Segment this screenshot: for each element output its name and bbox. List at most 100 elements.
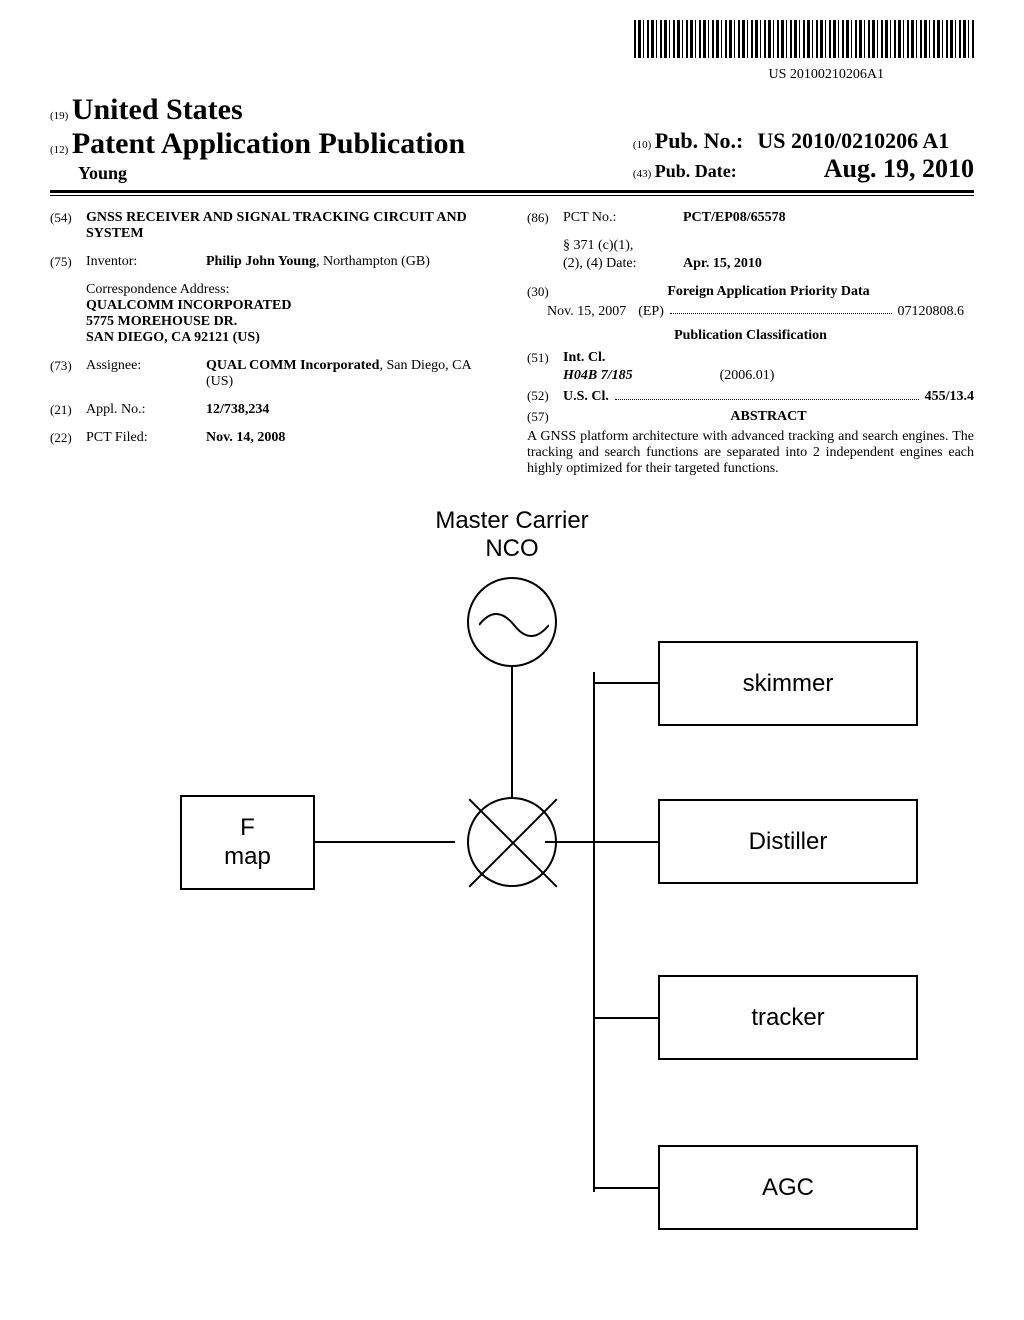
code-30: (30) <box>527 284 563 300</box>
int-cl-label: Int. Cl. <box>563 350 605 366</box>
connector-line <box>593 682 658 684</box>
code-54: (54) <box>50 210 86 226</box>
pub-class-head: Publication Classification <box>527 328 974 344</box>
connector-line <box>593 841 658 843</box>
appl-row: (21) Appl. No.: 12/738,234 <box>50 402 497 418</box>
nco-oscillator-icon <box>467 577 557 667</box>
inventor-location: , Northampton (GB) <box>316 254 430 269</box>
correspondence-block: Correspondence Address: QUALCOMM INCORPO… <box>86 282 497 346</box>
correspondence-label: Correspondence Address: <box>86 282 497 298</box>
inventor-row: (75) Inventor: Philip John Young, Northa… <box>50 254 497 270</box>
code-12: (12) <box>50 144 68 156</box>
agc-box: AGC <box>658 1145 918 1230</box>
inventor-name: Philip John Young <box>206 254 316 269</box>
int-cl-date: (2006.01) <box>720 368 775 383</box>
rule-thick <box>50 190 974 193</box>
barcode-graphic <box>634 20 974 58</box>
invention-title: GNSS RECEIVER AND SIGNAL TRACKING CIRCUI… <box>86 210 497 242</box>
code-19: (19) <box>50 110 68 122</box>
us-cl-label: U.S. Cl. <box>563 389 609 405</box>
assignee-value: QUAL COMM Incorporated, San Diego, CA (U… <box>206 358 497 390</box>
abstract-head: ABSTRACT <box>563 409 974 425</box>
code-10: (10) <box>633 139 651 151</box>
code-52: (52) <box>527 388 563 404</box>
diagram: Master Carrier NCO F map skimmer Distill… <box>50 507 974 1267</box>
pct-no-row: (86) PCT No.: PCT/EP08/65578 <box>527 210 974 226</box>
priority-date: Nov. 15, 2007 <box>547 304 626 320</box>
code-51: (51) <box>527 350 563 366</box>
code-75: (75) <box>50 254 86 270</box>
fmap-label-2: map <box>224 843 271 872</box>
correspondence-line-1: QUALCOMM INCORPORATED <box>86 298 497 314</box>
sine-wave-icon <box>479 613 549 637</box>
mixer-icon <box>467 797 557 887</box>
diagram-title-line-1: Master Carrier <box>435 507 588 535</box>
left-column: (54) GNSS RECEIVER AND SIGNAL TRACKING C… <box>50 210 497 477</box>
code-73: (73) <box>50 358 86 374</box>
correspondence-line-3: SAN DIEGO, CA 92121 (US) <box>86 330 497 346</box>
tracker-box: tracker <box>658 975 918 1060</box>
priority-line: Nov. 15, 2007 (EP) 07120808.6 <box>547 304 964 320</box>
title-row: (54) GNSS RECEIVER AND SIGNAL TRACKING C… <box>50 210 497 242</box>
correspondence-line-2: 5775 MOREHOUSE DR. <box>86 314 497 330</box>
connector-line <box>593 1017 658 1019</box>
header-left: (19) United States (12) Patent Applicati… <box>50 93 465 184</box>
assignee-label: Assignee: <box>86 358 206 374</box>
priority-country: (EP) <box>638 304 664 320</box>
s371-row-1: § 371 (c)(1), <box>527 238 974 254</box>
code-43: (43) <box>633 168 651 180</box>
s371-label-1: § 371 (c)(1), <box>563 238 683 254</box>
biblio-columns: (54) GNSS RECEIVER AND SIGNAL TRACKING C… <box>50 210 974 477</box>
assignee-row: (73) Assignee: QUAL COMM Incorporated, S… <box>50 358 497 390</box>
abstract-head-row: (57) ABSTRACT <box>527 409 974 425</box>
appl-label: Appl. No.: <box>86 402 206 418</box>
diagram-title-line-2: NCO <box>435 535 588 563</box>
pct-no-label: PCT No.: <box>563 210 683 226</box>
int-cl-line: H04B 7/185 (2006.01) <box>563 368 974 384</box>
connector-line <box>315 841 455 843</box>
pct-filed-row: (22) PCT Filed: Nov. 14, 2008 <box>50 430 497 446</box>
code-86: (86) <box>527 210 563 226</box>
connector-line <box>593 672 595 1192</box>
pub-date-label: Pub. Date: <box>655 161 737 181</box>
rule-thin <box>50 195 974 196</box>
fmap-label-1: F <box>224 814 271 843</box>
s371-date: Apr. 15, 2010 <box>683 256 974 272</box>
code-21: (21) <box>50 402 86 418</box>
int-cl-code: H04B 7/185 <box>563 368 633 383</box>
foreign-head-row: (30) Foreign Application Priority Data <box>527 284 974 300</box>
abstract-body: A GNSS platform architecture with advanc… <box>527 429 974 477</box>
code-22: (22) <box>50 430 86 446</box>
country: United States <box>72 93 243 126</box>
us-cl-row: (52) U.S. Cl. 455/13.4 <box>527 388 974 405</box>
diagram-title: Master Carrier NCO <box>435 507 588 563</box>
leader-dots <box>670 304 892 314</box>
header-row: (19) United States (12) Patent Applicati… <box>50 93 974 184</box>
pct-no: PCT/EP08/65578 <box>683 210 974 226</box>
priority-number: 07120808.6 <box>898 304 965 320</box>
pub-date: Aug. 19, 2010 <box>824 154 974 183</box>
pct-filed-date: Nov. 14, 2008 <box>206 430 497 446</box>
pct-filed-label: PCT Filed: <box>86 430 206 446</box>
barcode-number: US 20100210206A1 <box>50 67 974 83</box>
inventor-label: Inventor: <box>86 254 206 270</box>
header-right: (10) Pub. No.: US 2010/0210206 A1 (43) P… <box>633 128 974 184</box>
barcode-area <box>50 20 974 63</box>
s371-row-2: (2), (4) Date: Apr. 15, 2010 <box>527 256 974 272</box>
connector-line <box>545 841 595 843</box>
us-cl-value: 455/13.4 <box>925 389 974 405</box>
publication-type: Patent Application Publication <box>72 127 465 160</box>
code-57: (57) <box>527 409 563 425</box>
connector-line <box>593 1187 658 1189</box>
s371-label-2: (2), (4) Date: <box>563 256 683 272</box>
int-cl-row: (51) Int. Cl. <box>527 350 974 366</box>
inventor-value: Philip John Young, Northampton (GB) <box>206 254 497 270</box>
right-column: (86) PCT No.: PCT/EP08/65578 § 371 (c)(1… <box>527 210 974 477</box>
pub-no-label: Pub. No.: <box>655 128 744 153</box>
fmap-box: F map <box>180 795 315 890</box>
skimmer-box: skimmer <box>658 641 918 726</box>
assignee-name: QUAL COMM Incorporated <box>206 358 379 373</box>
distiller-box: Distiller <box>658 799 918 884</box>
appl-no: 12/738,234 <box>206 402 497 418</box>
foreign-priority-head: Foreign Application Priority Data <box>563 284 974 300</box>
